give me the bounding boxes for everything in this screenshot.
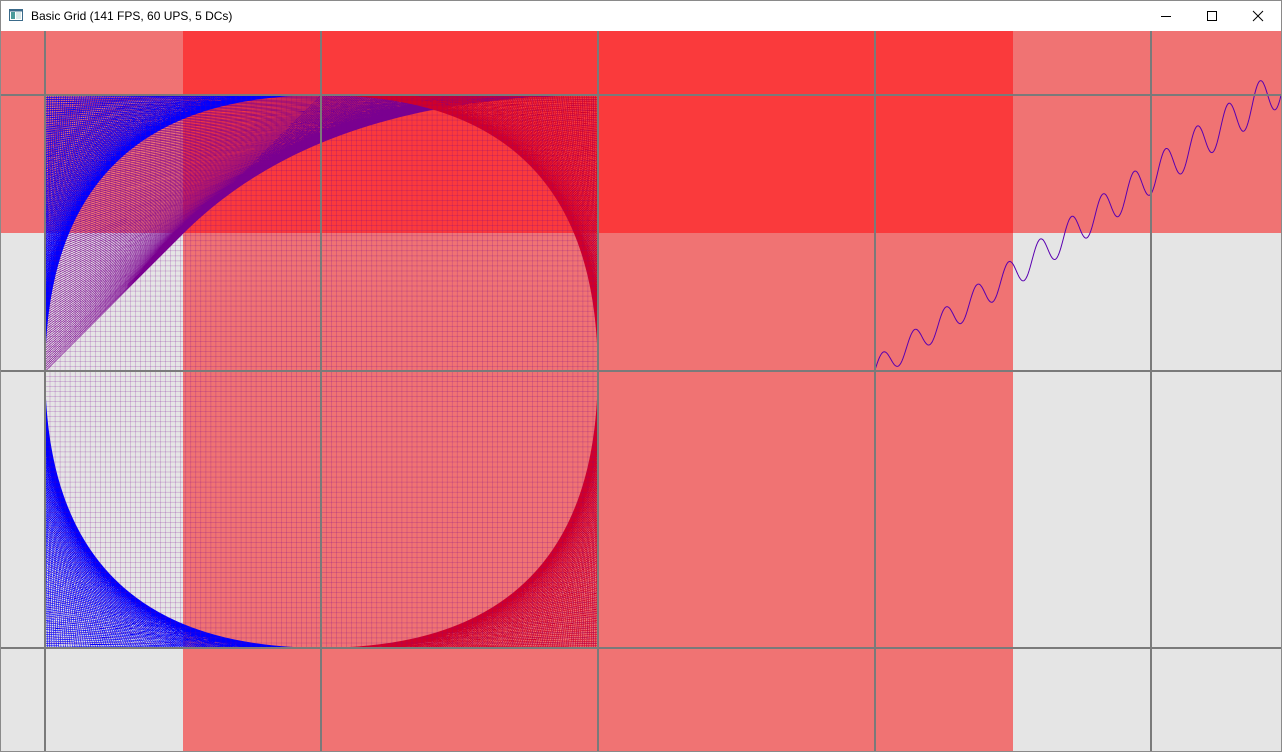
grid-canvas[interactable] <box>1 31 1281 752</box>
window-app-icon <box>9 9 23 21</box>
maximize-icon <box>1207 11 1217 21</box>
sine-wave <box>874 80 1281 371</box>
title-bar[interactable]: Basic Grid (141 FPS, 60 UPS, 5 DCs) <box>1 1 1281 31</box>
close-icon <box>1252 10 1264 22</box>
render-viewport[interactable] <box>1 31 1281 752</box>
window-title: Basic Grid (141 FPS, 60 UPS, 5 DCs) <box>31 9 233 23</box>
minimize-icon <box>1161 16 1171 17</box>
grid-lines <box>1 31 1281 751</box>
close-button[interactable] <box>1235 1 1281 31</box>
maximize-button[interactable] <box>1189 1 1235 31</box>
minimize-button[interactable] <box>1143 1 1189 31</box>
